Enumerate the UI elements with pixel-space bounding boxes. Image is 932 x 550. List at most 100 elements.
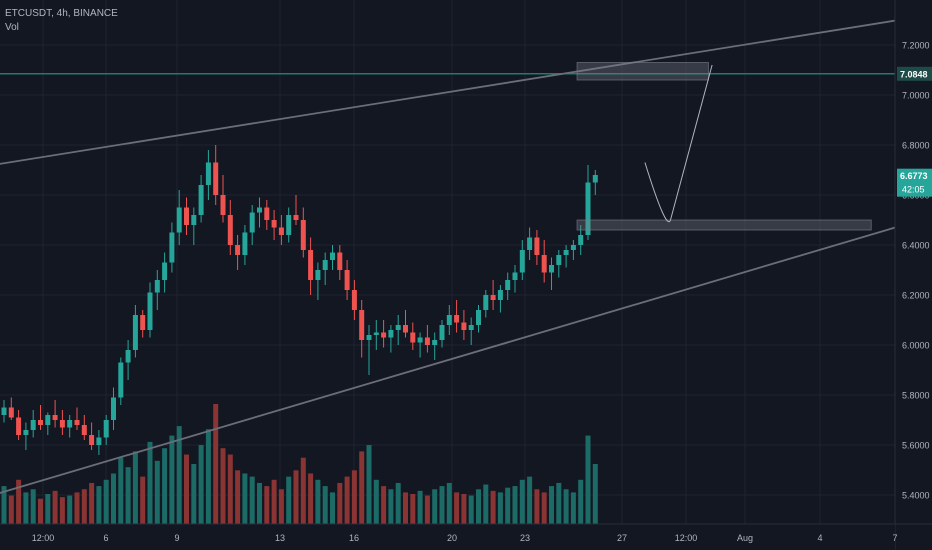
candle-body: [242, 232, 248, 255]
volume-bar: [395, 482, 401, 524]
volume-bar: [242, 473, 248, 524]
volume-bar: [541, 492, 547, 524]
x-tick-label: 9: [174, 533, 179, 543]
x-tick-label: 27: [617, 533, 627, 543]
candle-body: [205, 162, 211, 185]
y-tick-label: 6.4000: [902, 241, 930, 251]
volume-bar: [490, 490, 496, 524]
volume-bar: [293, 470, 299, 524]
volume-bar: [16, 479, 22, 524]
volume-bar: [446, 482, 452, 524]
trendline: [0, 215, 932, 494]
volume-indicator-label[interactable]: Vol: [5, 22, 19, 33]
x-tick-label: 6: [103, 533, 108, 543]
candle-body: [308, 250, 314, 280]
candle-body: [556, 255, 562, 265]
candle-body: [1, 407, 7, 415]
y-tick-label: 5.6000: [902, 441, 930, 451]
candle-body: [264, 207, 270, 220]
candle-body: [549, 265, 554, 273]
volume-bar: [330, 492, 335, 524]
trendline: [0, 13, 932, 165]
candle-body: [125, 350, 131, 363]
volume-bar: [235, 470, 241, 524]
candle-body: [563, 250, 569, 255]
candle-body: [410, 332, 416, 343]
x-tick-label: 16: [349, 533, 359, 543]
drawings[interactable]: [0, 13, 932, 496]
candle-body: [454, 315, 460, 323]
candle-body: [541, 255, 547, 273]
volume-bar: [454, 492, 460, 524]
volume-bar: [439, 486, 445, 524]
candle-body: [16, 417, 22, 435]
candle-body: [184, 207, 189, 225]
supply-demand-zone: [576, 62, 709, 81]
candle-body: [585, 182, 591, 235]
volume-bar: [578, 479, 584, 524]
volume-bar: [563, 489, 569, 524]
y-tick-label: 6.0000: [902, 341, 930, 351]
volume-bar: [278, 489, 284, 524]
x-tick-label: 12:00: [32, 533, 55, 543]
volume-bar: [322, 486, 328, 524]
candle-body: [424, 337, 430, 345]
candle-body: [395, 325, 401, 330]
candle-body: [45, 415, 51, 425]
volume-bar: [220, 448, 226, 524]
volume-bar: [417, 490, 423, 524]
candle-body: [235, 245, 241, 255]
price-axis: [895, 0, 932, 550]
candle-body: [403, 325, 408, 333]
volume-bar: [315, 479, 321, 524]
candle-body: [38, 420, 43, 425]
candle-body: [103, 420, 109, 438]
candle-body: [366, 335, 372, 340]
candle-body: [132, 315, 138, 350]
time-axis: [0, 524, 895, 550]
chart-legend: ETCUSDT, 4h, BINANCE Vol: [5, 7, 118, 35]
volume-bar: [125, 467, 131, 524]
candle-body: [527, 237, 533, 250]
volume-bar: [103, 479, 109, 524]
y-tick-label: 5.4000: [902, 491, 930, 501]
volume-bar: [1, 486, 7, 524]
symbol-title[interactable]: ETCUSDT, 4h, BINANCE: [5, 8, 118, 19]
candle-body: [534, 237, 540, 255]
volume-bar: [461, 494, 467, 524]
volume-bar: [534, 489, 540, 524]
last-price-label: 6.6773: [900, 171, 928, 181]
volume-bar: [549, 486, 554, 524]
candle-body: [446, 315, 452, 325]
volume-bar: [89, 482, 95, 524]
candle-body: [417, 337, 423, 343]
volume-bar: [308, 473, 314, 524]
candle-body: [147, 292, 153, 330]
volume-bar: [403, 492, 408, 524]
volume-bar: [592, 464, 598, 524]
candle-body: [286, 215, 292, 235]
volume-bar: [111, 473, 116, 524]
volume-bar: [198, 445, 204, 524]
level-price-label: 7.0848: [900, 69, 928, 79]
volume-bar: [81, 489, 87, 524]
candle-body: [490, 295, 496, 300]
bar-countdown-label: 42:05: [902, 185, 925, 195]
candle-body: [154, 280, 160, 293]
candle-body: [89, 435, 95, 445]
candle-body: [213, 162, 219, 195]
candle-body: [227, 215, 233, 245]
candle-body: [74, 420, 80, 425]
volume-bar: [30, 489, 36, 524]
volume-bar: [497, 492, 503, 524]
candle-body: [23, 430, 29, 435]
candle-body: [8, 407, 14, 418]
volume-bar: [162, 448, 168, 524]
volume-bar: [570, 492, 576, 524]
candle-body: [432, 340, 438, 345]
volume-bar: [227, 454, 233, 524]
candle-body: [257, 207, 262, 213]
